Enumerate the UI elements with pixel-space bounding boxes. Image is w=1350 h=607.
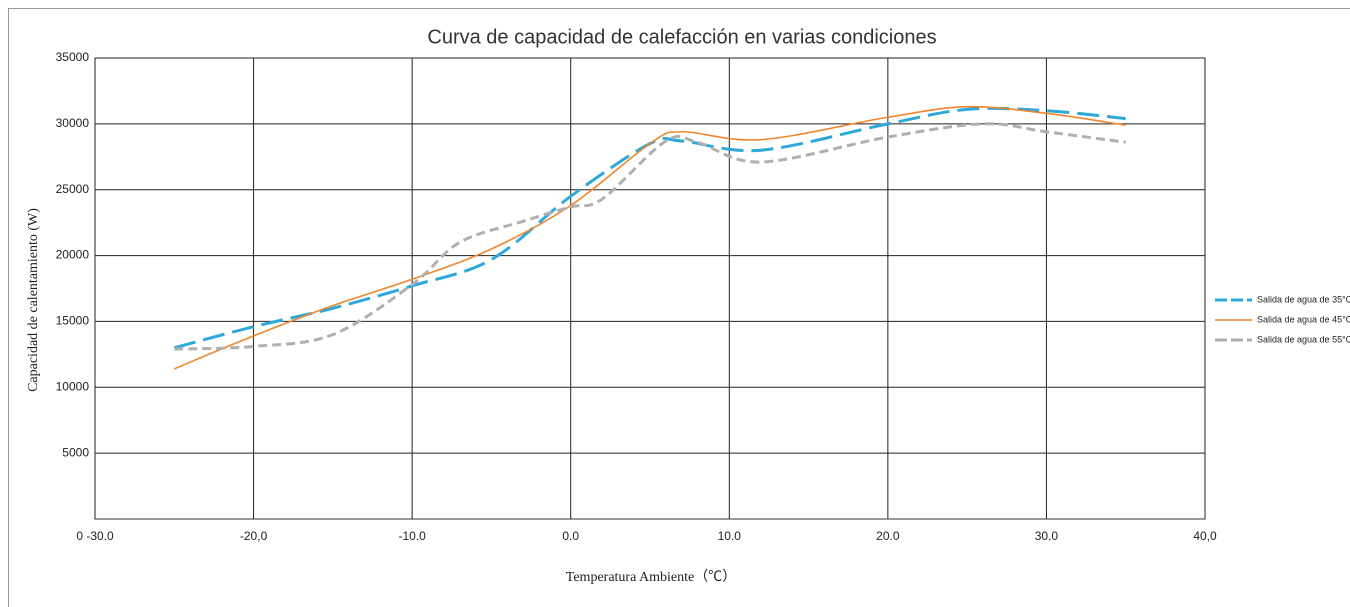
x-tick-label: -10.0 <box>398 529 426 543</box>
y-tick-label: 35000 <box>56 50 90 64</box>
legend-label: Salida de agua de 35°C <box>1257 294 1350 304</box>
x-tick-label: 40,0 <box>1193 529 1217 543</box>
chart-title: Curva de capacidad de calefacción en var… <box>427 26 936 48</box>
legend-label: Salida de agua de 55°C <box>1257 334 1350 344</box>
y-tick-label: 20000 <box>56 248 90 262</box>
x-axis-label: Temperatura Ambiente（℃） <box>566 569 736 585</box>
y-axis-label: Capacidad de calentamiento (W) <box>26 208 41 392</box>
x-tick-label: 0.0 <box>562 529 579 543</box>
plot-area <box>94 57 1206 520</box>
y-tick-label: 5000 <box>62 445 89 459</box>
y-tick-label: 15000 <box>56 314 90 328</box>
x-tick-label: -20,0 <box>240 529 268 543</box>
x-tick-label: 10.0 <box>718 529 742 543</box>
y-tick-label: 30000 <box>56 116 90 130</box>
frame <box>8 8 1350 607</box>
x-tick-label: 20.0 <box>876 529 900 543</box>
series-line <box>173 106 1126 350</box>
series-line <box>174 122 1126 351</box>
series-line <box>173 105 1126 370</box>
y-tick-label: 25000 <box>56 182 90 196</box>
legend-label: Salida de agua de 45°C <box>1257 314 1350 324</box>
x-tick-label: 0 -30.0 <box>76 529 114 543</box>
x-tick-label: 30.0 <box>1035 529 1059 543</box>
y-tick-label: 10000 <box>56 379 90 393</box>
